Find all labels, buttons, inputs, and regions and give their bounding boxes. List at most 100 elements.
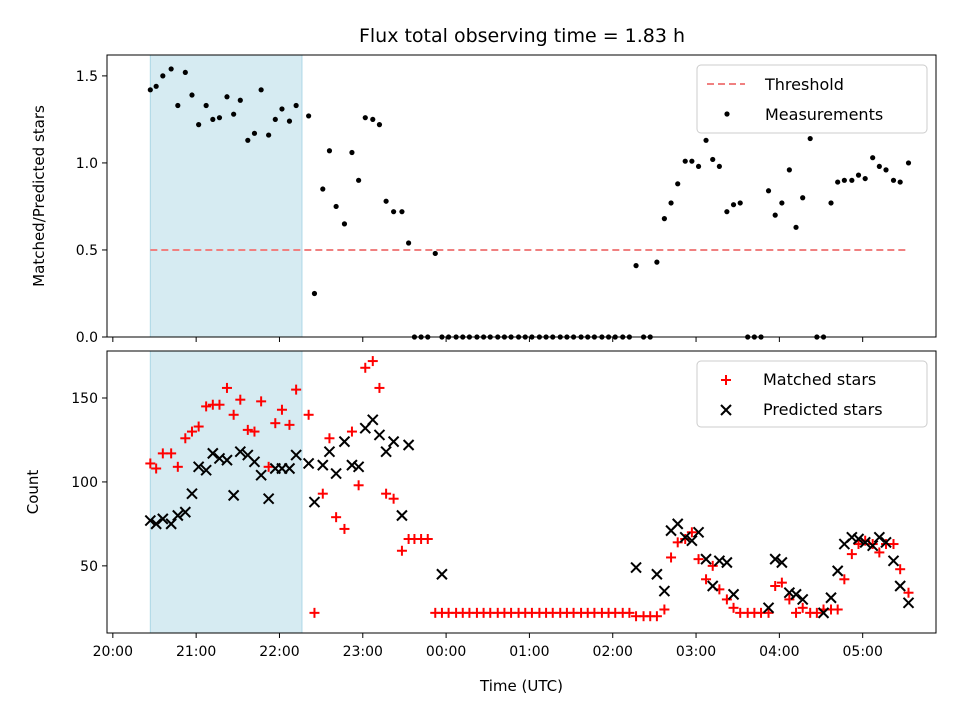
- x-tick-label: 23:00: [343, 644, 383, 660]
- predicted-point: [402, 439, 415, 451]
- matched-point: [381, 488, 392, 499]
- cross-b: [346, 459, 358, 471]
- predicted-point: [172, 509, 184, 522]
- measurement-point: [251, 130, 258, 136]
- predicted-point: [727, 588, 740, 601]
- measurement-point: [828, 200, 834, 206]
- measurement-point: [730, 202, 737, 208]
- measurement-point: [841, 177, 847, 183]
- predicted-point: [157, 513, 169, 525]
- cross-b: [255, 469, 267, 481]
- measurement-point: [710, 156, 716, 163]
- matched-point: [263, 461, 274, 472]
- cross-b: [283, 462, 296, 475]
- predicted-point: [150, 518, 162, 530]
- measurement-point: [216, 115, 223, 121]
- measurement-point: [333, 203, 339, 210]
- cross-b: [192, 461, 205, 473]
- cross-b: [380, 446, 392, 458]
- predicted-point: [831, 565, 844, 577]
- matched-point: [374, 382, 385, 393]
- measurement-point: [689, 158, 695, 164]
- measurement-point: [306, 113, 312, 119]
- predicted-point: [866, 540, 879, 552]
- cross-b: [186, 487, 198, 500]
- matched-point: [145, 458, 156, 469]
- x-tick-label: 00:00: [426, 644, 466, 660]
- measurement-point: [160, 73, 166, 79]
- ratio-axes-frame: [106, 54, 937, 338]
- matched-point: [180, 433, 191, 444]
- measurement-point: [855, 172, 862, 178]
- matched-point: [331, 512, 342, 523]
- predicted-point: [248, 456, 261, 468]
- cross-b: [672, 518, 684, 530]
- matched-point: [151, 463, 162, 474]
- x-tick-label: 01:00: [509, 644, 549, 660]
- ratio-measurements-series: [147, 66, 912, 340]
- measurement-point: [391, 209, 397, 215]
- predicted-point: [338, 435, 351, 448]
- predicted-point: [707, 580, 719, 592]
- measurement-point: [272, 116, 278, 123]
- ratio-shaded-interval: [149, 54, 303, 338]
- predicted-point: [686, 534, 698, 547]
- ratio-ytick-label: 1.0: [76, 156, 98, 172]
- measurement-point: [807, 135, 813, 142]
- matched-point: [651, 611, 662, 622]
- matched-point: [811, 607, 822, 618]
- cross-b: [894, 580, 906, 592]
- matched-point: [270, 418, 281, 429]
- legend-measurements-swatch: [724, 111, 730, 117]
- cross-b: [776, 556, 788, 569]
- predicted-point: [658, 585, 671, 597]
- count-legend: Matched stars Predicted stars: [696, 360, 928, 428]
- matched-point: [166, 448, 177, 459]
- cross-b: [323, 446, 336, 458]
- predicted-point: [630, 561, 642, 574]
- matched-point: [797, 602, 808, 613]
- measurement-point: [189, 92, 195, 98]
- matched-point: [201, 401, 212, 412]
- cross-b: [290, 449, 302, 461]
- matched-point: [770, 581, 781, 591]
- predicted-point: [873, 531, 886, 544]
- matched-point: [193, 421, 204, 432]
- cross-b: [302, 457, 315, 470]
- cross-b: [234, 446, 247, 458]
- measurement-point: [890, 177, 897, 183]
- predicted-point: [255, 469, 267, 481]
- matched-point: [791, 607, 802, 618]
- chart-title: Flux total observing time = 1.83 h: [359, 25, 685, 47]
- x-tick-label: 21:00: [176, 644, 216, 660]
- cross-b: [902, 597, 915, 609]
- legend-cross-marker: [720, 404, 732, 416]
- measurement-point: [765, 188, 772, 194]
- cross-b: [402, 439, 415, 451]
- predicted-point: [352, 461, 365, 473]
- matched-point: [853, 539, 864, 550]
- measurement-point: [349, 149, 355, 156]
- cross-b: [679, 531, 691, 544]
- predicted-point: [290, 449, 302, 461]
- measurement-point: [862, 175, 868, 182]
- measurement-point: [786, 167, 792, 173]
- measurement-point: [876, 163, 882, 170]
- measurement-point: [716, 163, 722, 170]
- cross-b: [796, 593, 809, 606]
- matched-point: [680, 534, 691, 544]
- cross-b: [436, 568, 448, 580]
- predicted-point: [776, 556, 788, 569]
- predicted-point: [692, 526, 705, 538]
- matched-point: [256, 396, 267, 407]
- cross-b: [651, 568, 663, 580]
- predicted-point: [330, 467, 342, 480]
- cross-b: [248, 456, 261, 468]
- measurement-point: [196, 122, 202, 128]
- matched-point: [353, 480, 364, 491]
- ratio-ytick-label: 1.5: [76, 69, 98, 85]
- measurement-point: [703, 137, 709, 143]
- measurement-point: [168, 66, 174, 72]
- matched-point: [388, 493, 399, 504]
- measurement-point: [356, 177, 362, 183]
